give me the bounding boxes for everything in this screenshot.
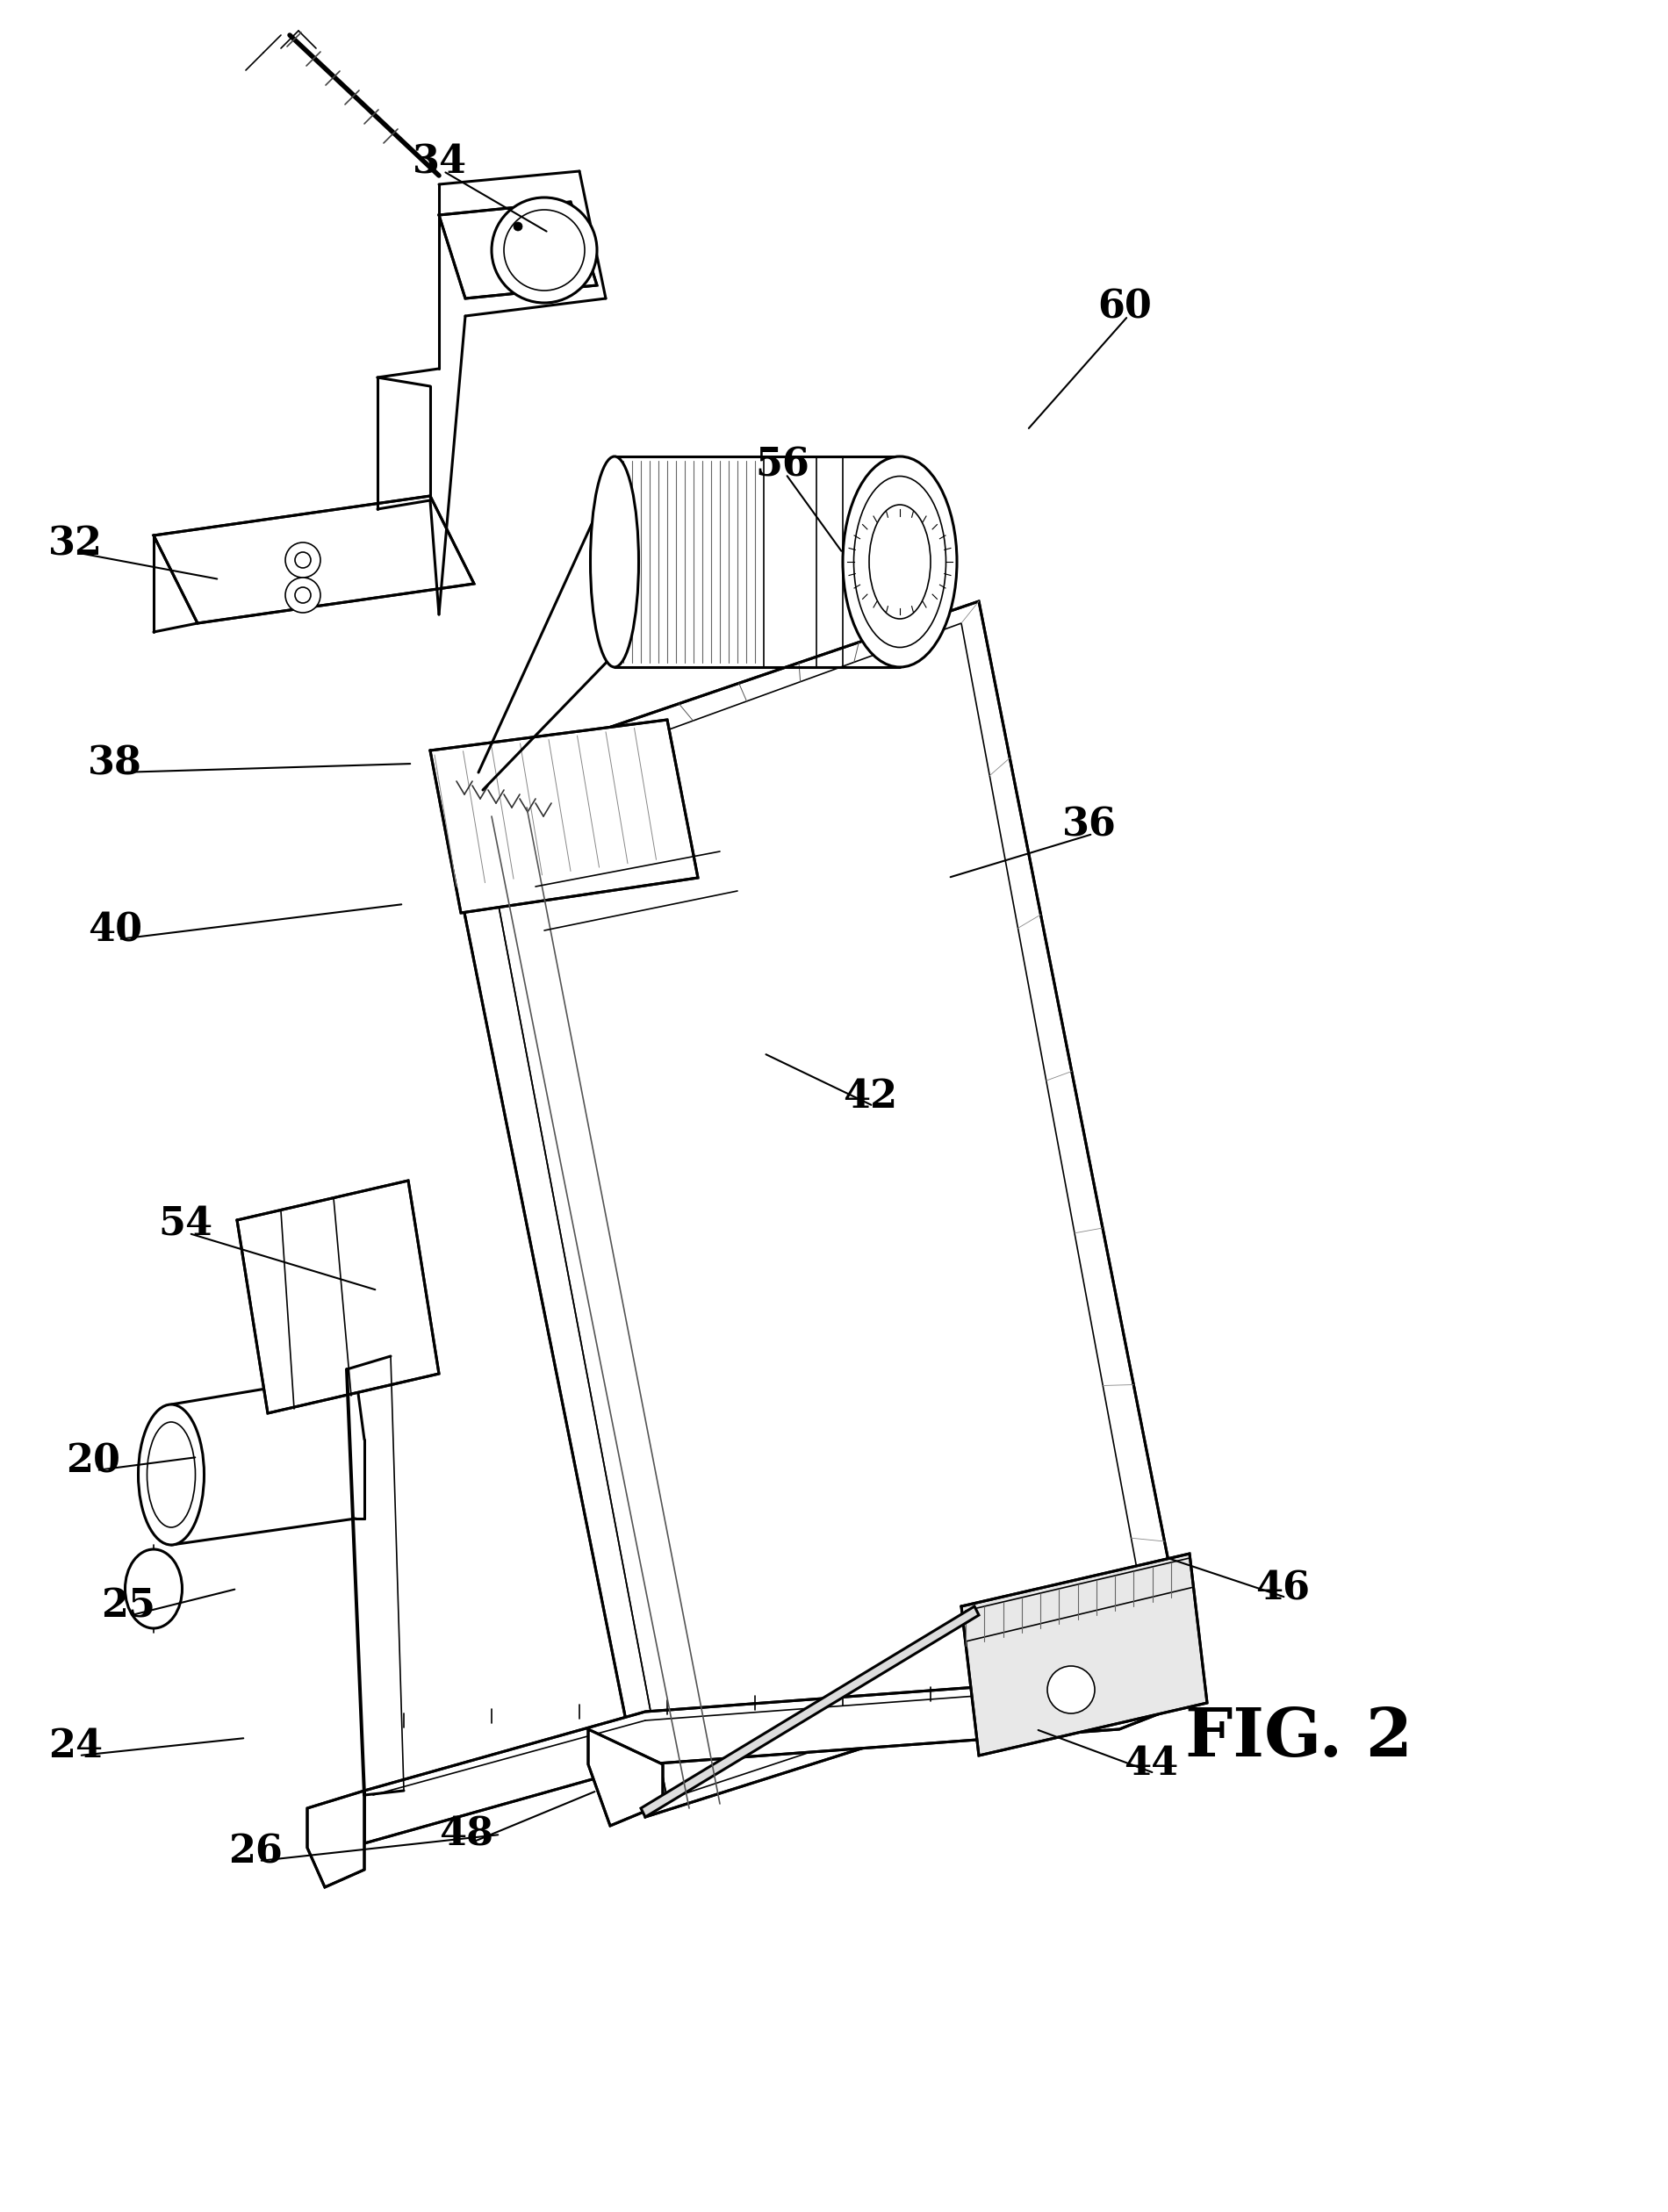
Polygon shape [961,1553,1208,1756]
Text: 26: 26 [229,1834,282,1871]
Ellipse shape [590,456,639,668]
Ellipse shape [138,1405,203,1544]
Text: 44: 44 [1124,1745,1178,1783]
Text: 24: 24 [48,1728,103,1765]
Text: 42: 42 [842,1079,897,1117]
Text: 34: 34 [412,144,467,181]
Text: FIG. 2: FIG. 2 [1186,1705,1413,1770]
Polygon shape [364,1646,1198,1843]
Polygon shape [153,495,474,624]
Text: 40: 40 [88,911,142,949]
Text: 46: 46 [1256,1571,1309,1608]
Polygon shape [237,1181,439,1413]
Circle shape [514,221,522,230]
Text: 25: 25 [102,1588,155,1626]
Polygon shape [641,1606,979,1816]
Circle shape [492,197,597,303]
Text: 38: 38 [88,745,142,783]
Polygon shape [430,719,697,914]
Ellipse shape [842,456,957,668]
Circle shape [285,542,320,577]
Text: 20: 20 [65,1442,120,1480]
Circle shape [1048,1666,1094,1714]
Text: 56: 56 [756,447,809,484]
Text: 54: 54 [158,1206,212,1243]
Polygon shape [439,602,1186,1816]
Text: 60: 60 [1098,288,1151,325]
Polygon shape [307,1792,364,1887]
Polygon shape [439,201,597,299]
Text: 32: 32 [48,526,103,564]
Polygon shape [589,1730,662,1825]
Ellipse shape [125,1548,182,1628]
Text: 36: 36 [1063,805,1116,845]
Circle shape [285,577,320,613]
Text: 48: 48 [439,1816,494,1854]
